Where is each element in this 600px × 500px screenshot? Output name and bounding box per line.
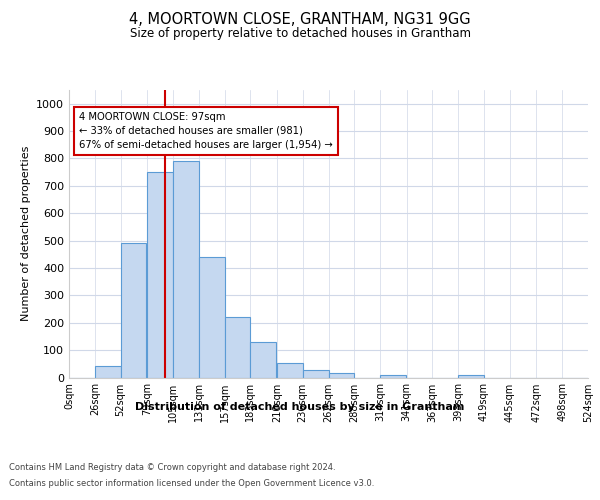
Bar <box>121 244 146 378</box>
Bar <box>303 370 329 378</box>
Bar <box>458 375 484 378</box>
Text: Contains HM Land Registry data © Crown copyright and database right 2024.: Contains HM Land Registry data © Crown c… <box>9 462 335 471</box>
Bar <box>250 342 276 378</box>
Bar <box>224 316 250 378</box>
Text: Size of property relative to detached houses in Grantham: Size of property relative to detached ho… <box>130 28 470 40</box>
Y-axis label: Number of detached properties: Number of detached properties <box>20 146 31 322</box>
Text: 4, MOORTOWN CLOSE, GRANTHAM, NG31 9GG: 4, MOORTOWN CLOSE, GRANTHAM, NG31 9GG <box>129 12 471 28</box>
Text: 4 MOORTOWN CLOSE: 97sqm
← 33% of detached houses are smaller (981)
67% of semi-d: 4 MOORTOWN CLOSE: 97sqm ← 33% of detache… <box>79 112 332 150</box>
Bar <box>199 257 224 378</box>
Text: Contains public sector information licensed under the Open Government Licence v3: Contains public sector information licen… <box>9 479 374 488</box>
Text: Distribution of detached houses by size in Grantham: Distribution of detached houses by size … <box>136 402 464 412</box>
Bar <box>147 172 173 378</box>
Bar <box>380 375 406 378</box>
Bar <box>95 366 121 378</box>
Bar <box>173 161 199 378</box>
Bar <box>329 374 354 378</box>
Bar <box>277 364 303 378</box>
